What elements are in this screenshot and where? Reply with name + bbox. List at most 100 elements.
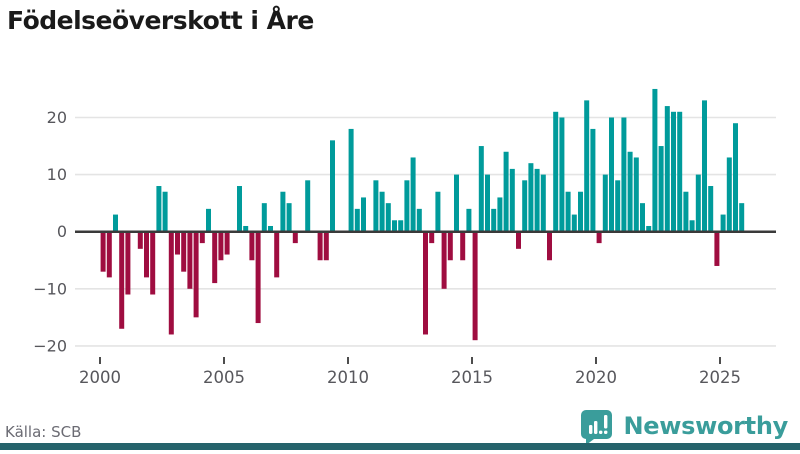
y-axis-label--20: −20 [33, 336, 67, 355]
bar-2016-Q2 [503, 151, 509, 232]
bar-2017-Q2 [528, 163, 534, 232]
y-axis-label-0: 0 [57, 222, 67, 241]
bar-2013-Q2 [429, 231, 435, 244]
bar-2004-Q3 [212, 231, 218, 284]
bar-2000-Q4 [119, 231, 125, 329]
bar-2009-Q1 [323, 231, 329, 261]
bar-2006-Q4 [268, 225, 273, 232]
bar-2010-Q3 [361, 197, 366, 232]
bar-2004-Q1 [199, 231, 205, 244]
bar-2007-Q2 [280, 191, 286, 232]
bar-2008-Q4 [317, 231, 323, 261]
source-note: Källa: SCB [5, 423, 82, 441]
y-axis-label-20: 20 [47, 108, 67, 127]
bar-2017-Q1 [522, 180, 528, 232]
bar-2012-Q4 [416, 208, 422, 232]
bar-2013-Q3 [435, 191, 441, 232]
bar-2020-Q1 [596, 231, 602, 244]
bar-2015-Q1 [472, 231, 478, 341]
newsworthy-brand: Newsworthy [581, 408, 788, 445]
bar-2024-Q2 [702, 100, 707, 232]
bar-2024-Q4 [714, 231, 720, 266]
bar-2001-Q3 [137, 231, 143, 249]
bar-2003-Q4 [193, 231, 199, 318]
bar-2014-Q4 [466, 208, 472, 232]
bar-2025-Q1 [720, 214, 726, 232]
bar-2005-Q3 [237, 186, 242, 232]
bar-2017-Q3 [534, 168, 540, 232]
bar-2011-Q1 [373, 180, 379, 232]
bar-2021-Q2 [627, 151, 633, 232]
bar-2019-Q3 [584, 100, 590, 232]
bar-2001-Q1 [125, 231, 131, 295]
x-axis-label-2000: 2000 [79, 368, 121, 387]
bar-2024-Q3 [708, 186, 714, 232]
bar-2022-Q4 [664, 106, 670, 232]
bar-2019-Q4 [590, 128, 596, 232]
bar-2022-Q2 [652, 88, 658, 232]
brand-wordmark: Newsworthy [623, 412, 788, 440]
bar-2012-Q1 [398, 220, 404, 232]
page-title: Födelseöverskott i Åre [7, 6, 314, 35]
bar-2014-Q1 [447, 231, 453, 261]
bar-2025-Q4 [739, 203, 745, 232]
y-axis-label--10: −10 [33, 279, 67, 298]
bar-2004-Q2 [206, 208, 211, 232]
bar-2005-Q4 [243, 225, 249, 232]
bar-2003-Q1 [175, 231, 180, 255]
bar-2023-Q3 [683, 191, 689, 232]
bar-2019-Q1 [571, 214, 577, 232]
x-axis-label-2005: 2005 [203, 368, 245, 387]
bar-2011-Q2 [379, 191, 385, 232]
bar-chart-speech-bubble-icon [581, 409, 613, 445]
bar-2015-Q2 [478, 146, 484, 232]
bar-2014-Q3 [460, 231, 466, 261]
y-axis-label-10: 10 [47, 165, 67, 184]
bar-2002-Q1 [150, 231, 156, 295]
bar-2018-Q3 [559, 117, 565, 232]
bar-2003-Q2 [181, 231, 187, 272]
bar-2018-Q4 [565, 191, 571, 232]
bar-2005-Q1 [224, 231, 230, 255]
bar-2021-Q1 [621, 117, 627, 232]
bar-2010-Q1 [348, 128, 354, 232]
bar-2001-Q4 [144, 231, 149, 278]
footer-accent-strip [0, 443, 800, 450]
bar-2012-Q3 [410, 157, 416, 232]
bar-2023-Q4 [689, 220, 695, 232]
bar-2016-Q1 [497, 197, 503, 232]
bar-2022-Q1 [646, 225, 652, 232]
bar-2020-Q2 [602, 174, 608, 232]
bar-2000-Q2 [106, 231, 112, 278]
bar-2008-Q2 [305, 180, 311, 232]
bar-2015-Q3 [485, 174, 490, 232]
bar-2012-Q2 [404, 180, 410, 232]
bar-2018-Q2 [553, 111, 559, 232]
bar-2006-Q3 [261, 203, 267, 232]
bar-2016-Q3 [509, 168, 515, 232]
bar-2010-Q2 [354, 208, 360, 232]
bar-2014-Q2 [454, 174, 459, 232]
bar-2020-Q3 [609, 117, 614, 232]
bar-2013-Q4 [441, 231, 447, 289]
bar-2021-Q3 [633, 157, 639, 232]
bar-2000-Q1 [100, 231, 106, 272]
bar-2025-Q2 [726, 157, 732, 232]
bar-2018-Q1 [547, 231, 552, 261]
bar-2006-Q2 [255, 231, 261, 324]
bar-2009-Q2 [330, 140, 335, 232]
bar-2021-Q4 [640, 203, 645, 232]
bar-2020-Q4 [615, 180, 621, 232]
bar-2024-Q1 [695, 174, 701, 232]
bar-2016-Q4 [516, 231, 521, 249]
bar-2025-Q3 [733, 123, 738, 232]
bar-2002-Q3 [162, 191, 168, 232]
x-axis-label-2015: 2015 [451, 368, 493, 387]
bar-2003-Q3 [187, 231, 193, 289]
bar-2011-Q4 [392, 220, 397, 232]
bar-2023-Q2 [677, 111, 683, 232]
bar-2019-Q2 [578, 191, 583, 232]
x-axis-label-2010: 2010 [327, 368, 369, 387]
